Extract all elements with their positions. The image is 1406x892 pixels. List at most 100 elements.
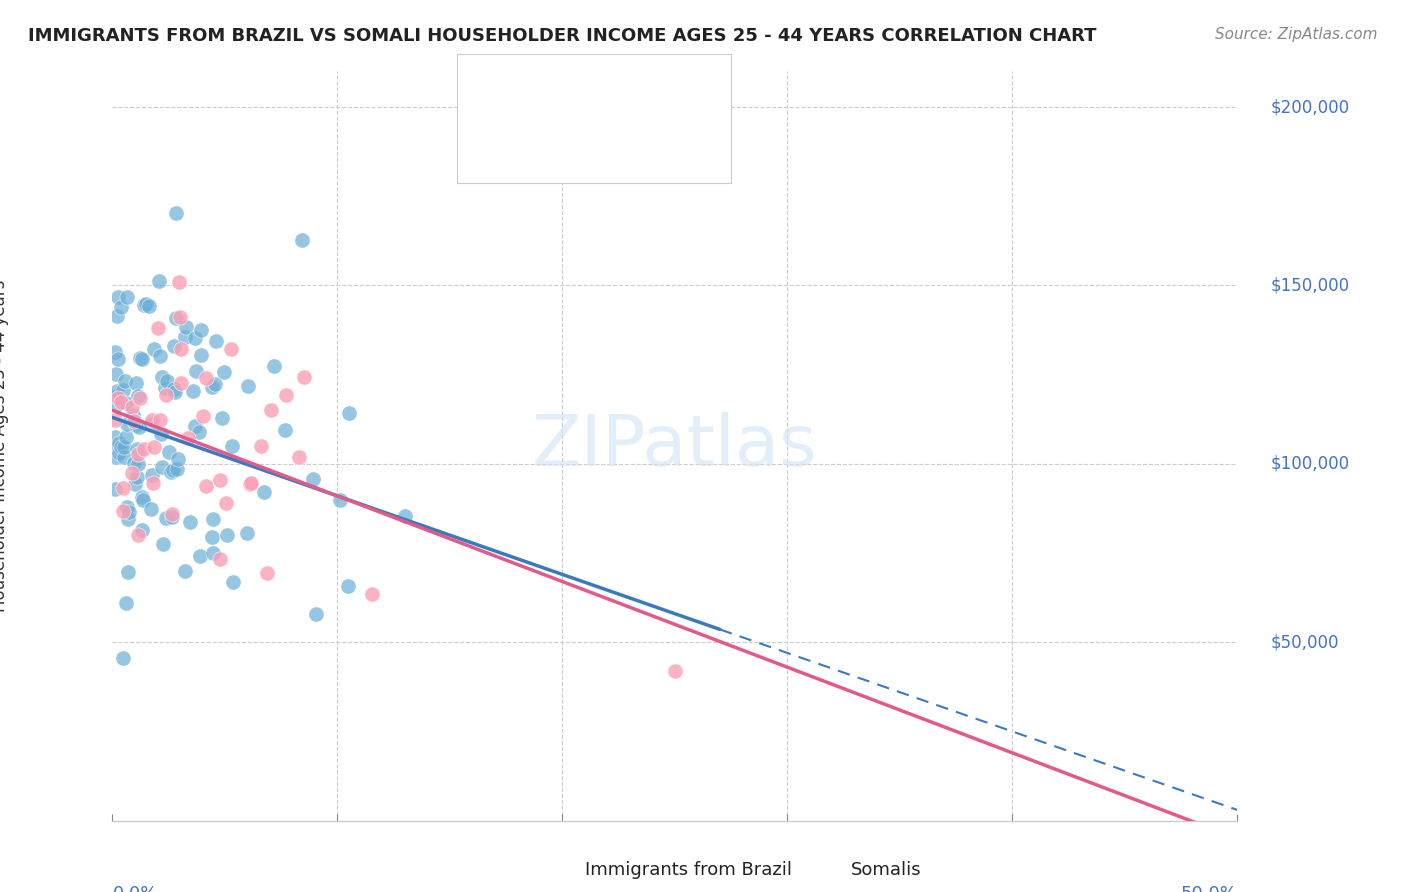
Point <box>122 457 145 471</box>
Point <box>150 460 173 475</box>
Point <box>167 451 190 466</box>
FancyBboxPatch shape <box>464 67 506 116</box>
Point <box>115 500 138 514</box>
Point <box>115 596 138 610</box>
Point <box>121 400 143 414</box>
Point <box>112 450 135 464</box>
Point <box>125 376 148 390</box>
Point <box>205 334 228 348</box>
Point <box>124 477 146 491</box>
Text: 50.0%: 50.0% <box>1181 885 1237 892</box>
Point <box>114 375 136 389</box>
Point <box>104 430 127 444</box>
Point <box>138 299 160 313</box>
Point <box>150 369 173 384</box>
Point <box>263 359 285 373</box>
Point <box>107 440 129 454</box>
Point <box>105 384 128 398</box>
Point <box>337 579 360 593</box>
Point <box>131 490 153 504</box>
Text: IMMIGRANTS FROM BRAZIL VS SOMALI HOUSEHOLDER INCOME AGES 25 - 44 YEARS CORRELATI: IMMIGRANTS FROM BRAZIL VS SOMALI HOUSEHO… <box>28 27 1097 45</box>
Point <box>191 409 214 424</box>
Point <box>141 413 163 427</box>
Point <box>249 439 271 453</box>
Point <box>141 468 163 483</box>
Point <box>162 463 184 477</box>
Point <box>304 607 326 621</box>
Text: Source: ZipAtlas.com: Source: ZipAtlas.com <box>1215 27 1378 42</box>
Point <box>156 374 179 388</box>
Point <box>128 351 150 366</box>
Point <box>273 423 295 437</box>
Point <box>274 388 297 402</box>
Point <box>127 528 149 542</box>
Point <box>135 296 157 310</box>
Point <box>169 376 191 390</box>
Point <box>139 417 162 431</box>
Point <box>190 348 212 362</box>
Point <box>302 472 325 486</box>
Point <box>104 482 127 496</box>
Point <box>125 418 148 433</box>
Point <box>104 345 127 359</box>
Point <box>139 502 162 516</box>
FancyBboxPatch shape <box>464 125 506 174</box>
Point <box>112 504 135 518</box>
Point <box>155 510 177 524</box>
FancyBboxPatch shape <box>633 859 664 881</box>
Point <box>107 391 129 405</box>
Text: $50,000: $50,000 <box>1271 633 1340 651</box>
Text: Immigrants from Brazil: Immigrants from Brazil <box>585 861 793 879</box>
Point <box>111 481 134 495</box>
Point <box>260 403 283 417</box>
Point <box>131 351 153 366</box>
Point <box>111 383 134 397</box>
Point <box>177 431 200 445</box>
Point <box>163 339 186 353</box>
Point <box>664 664 686 678</box>
Point <box>215 527 238 541</box>
Point <box>121 409 143 423</box>
Point <box>211 410 233 425</box>
Text: $200,000: $200,000 <box>1271 98 1350 116</box>
Point <box>131 524 153 538</box>
Point <box>204 377 226 392</box>
Point <box>107 435 129 450</box>
Point <box>184 364 207 378</box>
Point <box>190 323 212 337</box>
Point <box>117 417 139 432</box>
Point <box>115 290 138 304</box>
Point <box>219 342 242 356</box>
Point <box>155 381 177 395</box>
Point <box>292 370 315 384</box>
Point <box>121 466 143 480</box>
Point <box>125 470 148 484</box>
Point <box>132 442 155 456</box>
Point <box>166 462 188 476</box>
Point <box>162 510 184 524</box>
Point <box>360 587 382 601</box>
Point <box>157 444 180 458</box>
Point <box>288 450 311 464</box>
Point <box>127 447 149 461</box>
Point <box>142 343 165 357</box>
Point <box>238 379 260 393</box>
Text: 52: 52 <box>665 138 690 156</box>
Point <box>117 565 139 579</box>
Point <box>142 441 165 455</box>
Point <box>329 492 352 507</box>
Point <box>104 413 127 427</box>
Point <box>104 450 127 464</box>
Point <box>110 440 132 454</box>
Text: 107: 107 <box>665 76 703 94</box>
Point <box>222 574 245 589</box>
Point <box>150 426 173 441</box>
Point <box>240 476 263 491</box>
Point <box>111 650 134 665</box>
Point <box>337 406 360 420</box>
Point <box>184 331 207 345</box>
Point <box>163 382 186 396</box>
Point <box>142 475 165 490</box>
Text: R =: R = <box>513 76 553 94</box>
Point <box>194 479 217 493</box>
